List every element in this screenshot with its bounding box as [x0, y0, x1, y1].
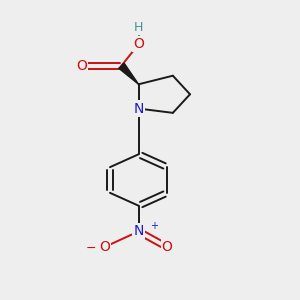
Text: −: − [85, 242, 96, 255]
Text: O: O [133, 37, 144, 51]
Text: O: O [76, 59, 87, 73]
Text: H: H [134, 21, 143, 34]
Text: O: O [99, 240, 110, 254]
Text: N: N [134, 224, 144, 239]
Text: O: O [162, 240, 172, 254]
Polygon shape [119, 63, 139, 84]
Text: N: N [134, 102, 144, 116]
Text: +: + [150, 221, 158, 231]
